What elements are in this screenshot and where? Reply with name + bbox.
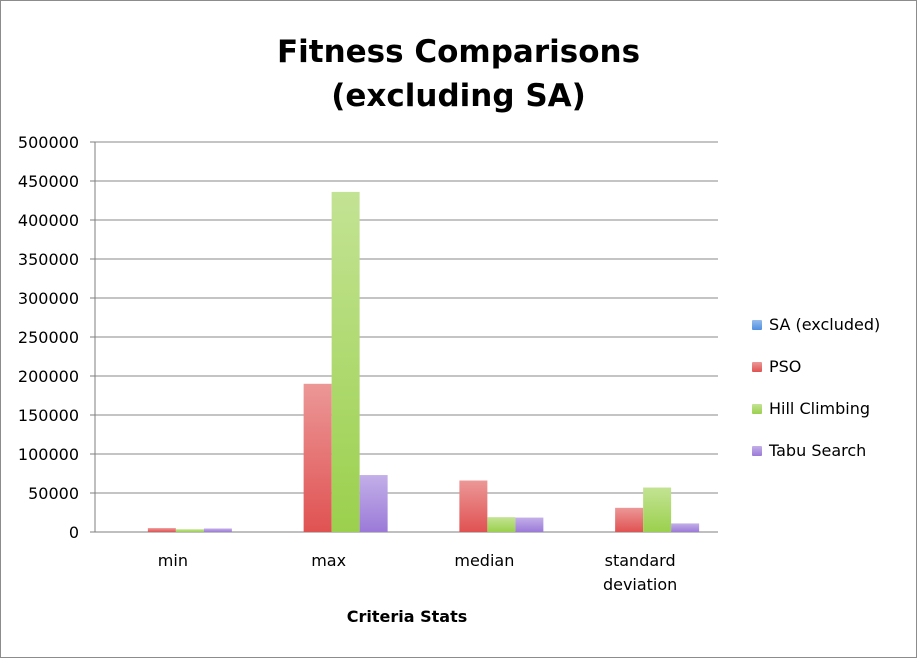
legend-swatch xyxy=(752,403,762,414)
legend-swatch xyxy=(752,319,762,330)
chart-title-line1: Fitness Comparisons xyxy=(276,34,641,70)
bar-pso-1 xyxy=(303,383,332,532)
x-tick-label: min xyxy=(158,551,188,570)
legend-label: Tabu Search xyxy=(769,441,867,460)
y-tick-label: 0 xyxy=(69,523,79,542)
y-tick-label: 200000 xyxy=(18,367,79,386)
bar-tabu-search-1 xyxy=(359,475,388,532)
legend-item: PSO xyxy=(752,356,880,377)
y-tick-label: 400000 xyxy=(18,211,79,230)
x-tick-label: max xyxy=(311,551,346,570)
y-tick-label: 500000 xyxy=(18,133,79,152)
y-tick-label: 300000 xyxy=(18,289,79,308)
bar-tabu-search-3 xyxy=(671,523,700,532)
x-tick-label: standard deviation xyxy=(603,551,677,594)
y-tick-label: 350000 xyxy=(18,250,79,269)
legend-label: Hill Climbing xyxy=(769,399,870,418)
y-tick-label: 450000 xyxy=(18,172,79,191)
legend-label: PSO xyxy=(769,357,802,376)
legend-item: SA (excluded) xyxy=(752,314,880,335)
bar-hill-climbing-3 xyxy=(643,487,672,532)
bar-pso-0 xyxy=(147,528,176,532)
y-tick-label: 50000 xyxy=(28,484,79,503)
bar-tabu-search-2 xyxy=(515,517,544,532)
bar-tabu-search-0 xyxy=(203,528,232,532)
legend-item: Hill Climbing xyxy=(752,398,880,419)
bar-hill-climbing-1 xyxy=(331,191,360,533)
y-tick-label: 150000 xyxy=(18,406,79,425)
bar-pso-3 xyxy=(615,507,644,532)
x-axis-title: Criteria Stats xyxy=(347,607,468,626)
x-tick-label: median xyxy=(454,551,514,570)
legend-item: Tabu Search xyxy=(752,440,880,461)
legend: SA (excluded) PSO Hill Climbing Tabu Search xyxy=(752,314,880,482)
legend-swatch xyxy=(752,361,762,372)
chart-title-line2: (excluding SA) xyxy=(331,78,586,114)
legend-label: SA (excluded) xyxy=(769,315,881,334)
y-tick-label: 100000 xyxy=(18,445,79,464)
y-tick-label: 250000 xyxy=(18,328,79,347)
bar-hill-climbing-0 xyxy=(175,529,204,532)
bar-pso-2 xyxy=(459,480,488,532)
bar-hill-climbing-2 xyxy=(487,517,516,532)
legend-swatch xyxy=(752,445,762,456)
chart-title: Fitness Comparisons (excluding SA) xyxy=(0,30,917,118)
